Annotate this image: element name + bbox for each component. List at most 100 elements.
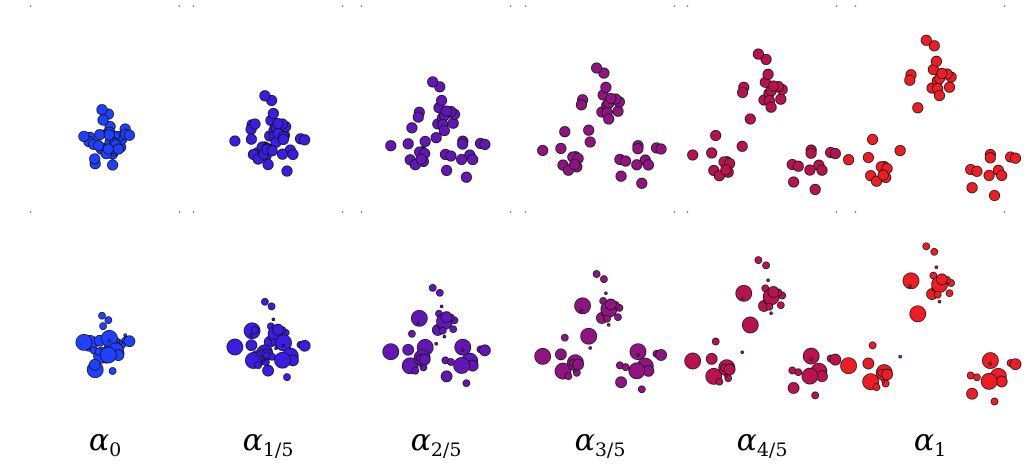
point xyxy=(898,354,902,359)
point xyxy=(266,145,278,157)
point xyxy=(123,129,135,141)
point xyxy=(107,339,111,343)
point xyxy=(902,272,920,290)
caption-subscript: 1 xyxy=(934,439,947,461)
point xyxy=(840,357,857,375)
point xyxy=(456,153,468,166)
point xyxy=(805,147,817,159)
point xyxy=(908,284,912,288)
point xyxy=(93,140,105,152)
point xyxy=(412,111,424,123)
point-cloud-panel xyxy=(843,34,1022,202)
point xyxy=(460,171,472,183)
point xyxy=(560,333,569,342)
point xyxy=(276,148,289,160)
point xyxy=(88,359,101,371)
point xyxy=(281,165,293,177)
point xyxy=(564,372,573,381)
point xyxy=(603,113,615,125)
point xyxy=(97,114,109,126)
panel-corner-dot xyxy=(360,5,363,7)
point xyxy=(752,48,764,60)
point xyxy=(274,351,291,369)
point xyxy=(592,270,601,278)
point xyxy=(259,90,271,102)
point-cloud-panel xyxy=(226,297,311,381)
point xyxy=(687,149,699,161)
point xyxy=(580,327,598,345)
point xyxy=(943,81,956,93)
point xyxy=(628,362,646,380)
column-caption: α4/5 xyxy=(692,424,832,467)
point xyxy=(982,352,999,369)
point xyxy=(385,140,397,152)
point xyxy=(904,74,916,86)
point xyxy=(983,169,995,181)
point xyxy=(262,364,274,377)
column-caption: α0 xyxy=(35,424,175,467)
point xyxy=(440,370,453,383)
panel-corner-dot xyxy=(509,5,512,7)
point xyxy=(416,321,421,325)
point xyxy=(600,275,608,283)
point xyxy=(99,322,107,330)
point xyxy=(655,349,667,361)
point xyxy=(436,94,448,106)
point xyxy=(419,135,431,147)
point xyxy=(1009,358,1022,371)
point xyxy=(438,326,447,335)
point xyxy=(605,298,617,311)
point xyxy=(802,347,820,365)
panel-corner-dot xyxy=(524,211,527,213)
caption-symbol: α xyxy=(574,423,595,458)
point xyxy=(606,323,611,327)
point xyxy=(267,107,279,119)
point xyxy=(909,305,927,323)
point xyxy=(894,145,906,157)
point xyxy=(603,314,611,323)
point xyxy=(736,140,748,152)
point xyxy=(973,373,981,382)
point xyxy=(574,297,591,315)
point xyxy=(930,247,939,256)
point-cloud-panel xyxy=(75,311,136,379)
point xyxy=(811,391,820,400)
point xyxy=(996,169,1008,182)
point xyxy=(249,333,253,338)
point xyxy=(636,177,648,189)
caption-subscript: 0 xyxy=(109,439,122,461)
point xyxy=(281,343,286,348)
point xyxy=(912,102,924,114)
point xyxy=(94,129,106,141)
point xyxy=(765,101,777,113)
point xyxy=(816,164,828,176)
panel-corner-dot xyxy=(178,211,181,213)
point xyxy=(462,379,471,388)
point xyxy=(881,379,885,383)
point xyxy=(439,304,444,309)
caption-subscript: 4/5 xyxy=(756,439,788,461)
point xyxy=(583,124,595,136)
point xyxy=(769,311,773,315)
point xyxy=(655,143,667,155)
point xyxy=(980,373,998,390)
point xyxy=(862,151,874,164)
panel-corner-dot xyxy=(341,5,344,7)
panel-corner-dot xyxy=(673,211,676,213)
caption-symbol: α xyxy=(410,423,431,458)
point xyxy=(872,383,881,392)
panel-corner-dot xyxy=(29,5,32,7)
point xyxy=(402,343,415,356)
point xyxy=(632,143,644,155)
point xyxy=(454,338,472,356)
point xyxy=(460,348,465,352)
caption-subscript: 3/5 xyxy=(594,439,626,461)
point xyxy=(936,67,948,79)
point xyxy=(933,290,942,299)
point xyxy=(706,147,718,159)
point-cloud-panel xyxy=(385,76,491,183)
point xyxy=(440,105,452,117)
point-cloud-panel xyxy=(382,284,491,388)
point xyxy=(867,133,879,145)
